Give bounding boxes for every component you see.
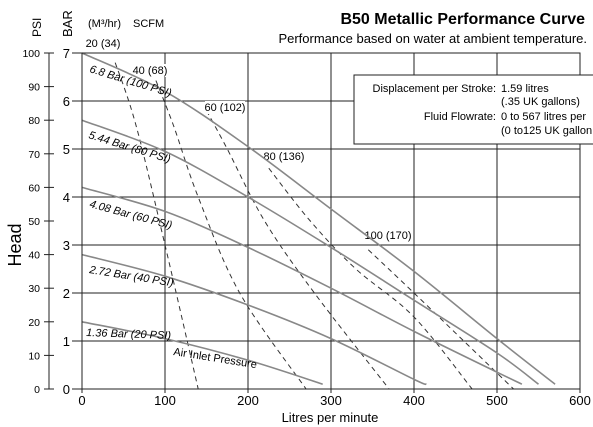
spec-label-flowrate: Fluid Flowrate: — [424, 111, 496, 123]
air-label-bg — [264, 150, 304, 163]
x-tick-label: 500 — [486, 393, 508, 408]
air-curve-label: 80 (136) — [264, 151, 305, 163]
psi-tick-label: 20 — [28, 317, 40, 329]
x-tick-label: 200 — [237, 393, 259, 408]
bar-tick-label: 0 — [63, 382, 70, 397]
y-axis-title: Head — [5, 223, 25, 266]
psi-axis-unit: PSI — [30, 18, 44, 37]
psi-tick-label: 90 — [28, 82, 40, 94]
air-inlet-pressure-label: Air Inlet Pressure — [173, 346, 258, 371]
pressure-curve — [81, 52, 556, 385]
pressure-curve — [81, 119, 539, 385]
psi-tick-label: 60 — [28, 182, 40, 194]
air-consumption-curves: 20 (34) 40 (68) 60 (102) 80 (136) 100 (170) — [83, 37, 514, 390]
bar-tick-label: 3 — [63, 238, 70, 253]
air-label-bg — [130, 64, 170, 77]
spec-value-displacement: 1.59 litres — [501, 83, 549, 95]
x-tick-label: 400 — [403, 393, 425, 408]
bar-tick-label: 4 — [63, 190, 70, 205]
pressure-curve-label: 5.44 Bar (80 PSI) — [87, 129, 172, 165]
chart-subtitle: Performance based on water at ambient te… — [278, 31, 587, 46]
spec-value-flowrate: 0 to 567 litres per — [501, 111, 586, 123]
air-curve-label: 100 (170) — [364, 230, 411, 242]
pressure-curve-label: 1.36 Bar (20 PSI) — [86, 327, 172, 342]
psi-tick-label: 80 — [28, 115, 40, 127]
air-curve — [206, 110, 390, 390]
air-curve-label: 20 (34) — [86, 38, 121, 50]
psi-tick-label: 0 — [34, 384, 40, 396]
pressure-curve — [81, 321, 323, 385]
air-curve-label: 40 (68) — [133, 65, 168, 77]
psi-tick-label: 40 — [28, 250, 40, 262]
psi-tick-label: 100 — [22, 48, 40, 60]
air-curve — [152, 72, 307, 390]
psi-tick-label: 70 — [28, 149, 40, 161]
pressure-curve — [81, 253, 427, 386]
flow-unit-label: (M³/hr) — [88, 18, 121, 30]
air-unit-label: SCFM — [133, 18, 164, 30]
x-axis-title: Litres per minute — [282, 410, 379, 425]
x-tick-label: 100 — [154, 393, 176, 408]
air-curve — [114, 62, 199, 390]
air-label-bg — [205, 101, 245, 114]
air-label-bg — [368, 229, 408, 242]
x-tick-label: 300 — [320, 393, 342, 408]
x-tick-label: 600 — [569, 393, 591, 408]
pressure-curve-label: 4.08 Bar (60 PSI) — [88, 198, 174, 232]
air-label-bg — [83, 37, 123, 50]
air-curve-label: 60 (102) — [205, 102, 246, 114]
bar-axis-unit: BAR — [60, 10, 75, 37]
air-curve — [268, 167, 473, 390]
specs-box: Displacement per Stroke: 1.59 litres (.3… — [353, 74, 593, 145]
x-tick-label: 0 — [78, 393, 85, 408]
psi-tick-label: 30 — [28, 283, 40, 295]
psi-tick-label: 50 — [28, 216, 40, 228]
air-curve — [367, 249, 514, 390]
chart-title: B50 Metallic Performance Curve — [340, 11, 585, 28]
spec-value2-flowrate: (0 to125 UK gallon — [501, 125, 592, 137]
bar-tick-label: 6 — [63, 94, 70, 109]
bar-tick-label: 1 — [63, 334, 70, 349]
bar-tick-label: 5 — [63, 142, 70, 157]
pressure-curve-label: 2.72 Bar (40 PSI) — [88, 264, 175, 289]
psi-tick-label: 10 — [28, 350, 40, 362]
bar-tick-label: 2 — [63, 286, 70, 301]
bar-tick-label: 7 — [63, 46, 70, 61]
spec-label-displacement: Displacement per Stroke: — [373, 83, 497, 95]
pressure-curve — [81, 186, 523, 385]
pressure-curves — [81, 52, 556, 386]
spec-value2-displacement: (.35 UK gallons) — [501, 96, 580, 108]
grid — [82, 53, 580, 389]
